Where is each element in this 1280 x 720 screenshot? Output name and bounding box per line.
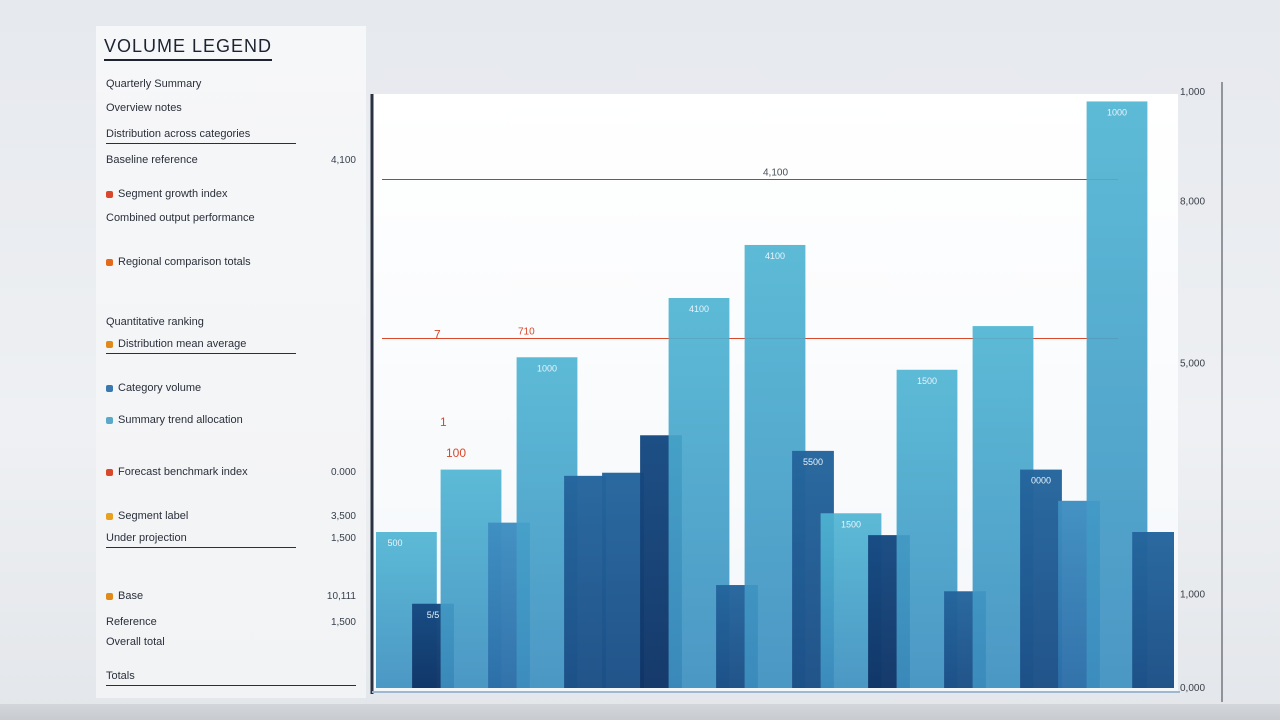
divider: [106, 547, 296, 548]
legend-value: 1,500: [330, 617, 356, 628]
right-tick-label: 5,000: [1180, 359, 1205, 370]
bar-data-label: 0000: [1031, 476, 1051, 486]
legend-label: Segment growth index: [118, 188, 228, 200]
bar: [564, 475, 606, 688]
panel-title: VOLUME LEGEND: [104, 36, 273, 61]
reference-label: 710: [518, 327, 535, 338]
legend-label: Under projection: [106, 532, 187, 544]
annotation-label: 100: [446, 446, 466, 460]
legend-swatch: [106, 416, 113, 424]
legend-item: Segment growth index: [106, 188, 356, 201]
bar-data-label: 500: [387, 538, 402, 548]
legend-value: 1,500: [330, 533, 356, 544]
legend-value: 0.000: [330, 467, 356, 478]
legend-swatch: [106, 468, 113, 476]
bar-labels: 500 5/5 1000 4100 4100 5500 1500 1500 0000 1000: [387, 107, 1127, 619]
legend-item: Overview notes: [106, 102, 356, 115]
legend-panel: VOLUME LEGEND Quarterly Summary Overview …: [96, 26, 366, 698]
legend-item: Quantitative ranking: [106, 316, 356, 329]
bar-data-label: 1000: [1107, 107, 1127, 117]
annotation-label: 1: [440, 415, 447, 429]
reference-label: 4,100: [763, 167, 788, 178]
bars: [376, 101, 1174, 688]
legend-label: Quantitative ranking: [106, 316, 204, 328]
divider: [106, 143, 296, 144]
legend-label: Category volume: [118, 382, 202, 394]
legend-item: Overall total: [106, 636, 356, 649]
legend-value: 10,111: [326, 591, 356, 602]
divider: [106, 685, 356, 686]
legend-value: 4,100: [330, 155, 356, 166]
legend-label: Overall total: [106, 636, 165, 648]
legend-item: Under projection 1,500: [106, 532, 356, 545]
legend-label: Distribution across categories: [106, 128, 251, 140]
legend-label: Base: [118, 590, 144, 602]
right-tick-label: 1,000: [1180, 87, 1205, 98]
legend-item: Baseline reference 4,100: [106, 154, 356, 167]
legend-swatch: [106, 592, 113, 600]
legend-value: 3,500: [330, 511, 356, 522]
legend-item: Segment label 3,500: [106, 510, 356, 523]
chart-area: 4,100 710 7 1 100 500 5/5 1000 4100 4100 5500 1500…: [368, 30, 1238, 706]
bar-data-label: 5500: [803, 457, 823, 467]
annotation-label: 7: [434, 328, 441, 342]
right-tick-label: 8,000: [1180, 196, 1205, 207]
legend-label: Quarterly Summary: [106, 78, 202, 90]
legend-label: Segment label: [118, 510, 189, 522]
right-tick-label: 0,000: [1180, 683, 1205, 694]
bar-data-label: 1000: [537, 363, 557, 373]
bar-chart: 4,100 710 7 1 100 500 5/5 1000 4100 4100 5500 1500…: [370, 82, 1223, 702]
divider: [106, 353, 296, 354]
bar: [1132, 532, 1174, 688]
axes: 1,000 8,000 5,000 1,000 0,000: [370, 82, 1223, 702]
right-tick-label: 1,000: [1180, 589, 1205, 600]
legend-item: Distribution mean average: [106, 338, 356, 351]
bar: [1020, 469, 1062, 688]
legend-label: Regional comparison totals: [118, 256, 251, 268]
legend-label: Distribution mean average: [118, 338, 247, 350]
legend-swatch: [106, 340, 113, 348]
legend-label: Overview notes: [106, 102, 182, 114]
legend-item: Distribution across categories: [106, 128, 356, 141]
legend-item: Base 10,111: [106, 590, 356, 603]
bar-data-label: 1500: [841, 519, 861, 529]
legend-item: Quarterly Summary: [106, 78, 356, 91]
legend-label: Combined output performance: [106, 212, 255, 224]
legend-label: Summary trend allocation: [118, 414, 243, 426]
bar-data-label: 1500: [917, 376, 937, 386]
legend-swatch: [106, 190, 113, 198]
legend-swatch: [106, 512, 113, 520]
bar-data-label: 4100: [765, 251, 785, 261]
legend-item: Category volume: [106, 382, 356, 395]
floor-shadow: [0, 704, 1280, 720]
legend-item: Combined output performance: [106, 212, 356, 225]
legend-label: Totals: [106, 670, 135, 682]
legend-item: Reference 1,500: [106, 616, 356, 629]
legend-label: Forecast benchmark index: [118, 466, 248, 478]
bar-data-label: 4100: [689, 304, 709, 314]
legend-swatch: [106, 384, 113, 392]
legend-item: Forecast benchmark index 0.000: [106, 466, 356, 479]
legend-label: Reference: [106, 616, 157, 628]
legend-item: Regional comparison totals: [106, 256, 356, 269]
bar: [602, 472, 644, 688]
bar-data-label: 5/5: [427, 610, 440, 620]
legend-item: Summary trend allocation: [106, 414, 356, 427]
legend-item: Totals: [106, 670, 356, 683]
legend-swatch: [106, 258, 113, 266]
legend-label: Baseline reference: [106, 154, 198, 166]
